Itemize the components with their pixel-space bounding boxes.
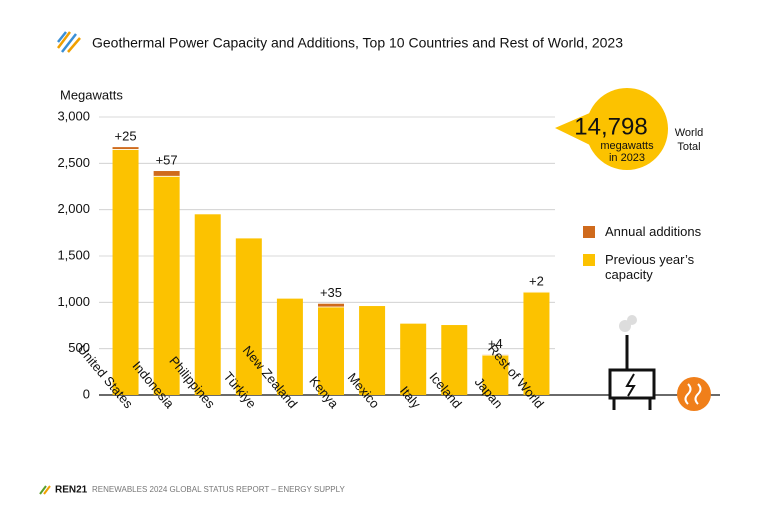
bar-segment xyxy=(276,298,303,395)
footer-brand: REN21 xyxy=(55,485,88,496)
bar-segment xyxy=(235,238,262,395)
callout-value: 14,798 xyxy=(574,113,647,140)
callout xyxy=(555,88,668,170)
bar-segment xyxy=(318,306,344,395)
bar-segment xyxy=(153,176,180,395)
legend-label: Annual additions xyxy=(605,224,702,239)
bar-segment xyxy=(318,303,344,307)
chart-title: Geothermal Power Capacity and Additions,… xyxy=(92,35,623,51)
legend-swatch xyxy=(583,254,595,266)
bar-segment xyxy=(112,149,139,395)
y-tick-label: 2,500 xyxy=(57,155,90,170)
data-label: +57 xyxy=(156,152,178,167)
legend-swatch xyxy=(583,226,595,238)
bar-segment xyxy=(523,292,550,395)
bar-segment xyxy=(194,214,221,395)
data-label: +4 xyxy=(488,336,503,351)
footer-source: RENEWABLES 2024 GLOBAL STATUS REPORT – E… xyxy=(92,485,345,494)
y-axis-label: Megawatts xyxy=(60,87,123,102)
callout-label: World Total xyxy=(674,127,704,153)
data-label: +25 xyxy=(115,129,137,144)
title-icon xyxy=(57,31,81,53)
bar-segment xyxy=(441,325,468,395)
data-label: +2 xyxy=(529,273,544,288)
y-tick-label: 1,500 xyxy=(57,247,90,262)
y-tick-label: 500 xyxy=(68,340,90,355)
y-tick-label: 2,000 xyxy=(57,201,90,216)
callout-unit: megawatts in 2023 xyxy=(600,140,654,164)
bar-segment xyxy=(359,306,386,395)
legend-label: Previous year’s capacity xyxy=(605,252,695,282)
footer-logo xyxy=(39,485,51,495)
bar-segment xyxy=(482,355,509,395)
bar-segment xyxy=(153,171,180,177)
y-tick-label: 3,000 xyxy=(57,108,90,123)
y-tick-label: 0 xyxy=(83,386,90,401)
bar-segment xyxy=(400,323,427,395)
y-tick-label: 1,000 xyxy=(57,294,90,309)
bar-segment xyxy=(112,147,139,150)
data-label: +35 xyxy=(320,285,342,300)
plant-icon xyxy=(608,315,711,411)
